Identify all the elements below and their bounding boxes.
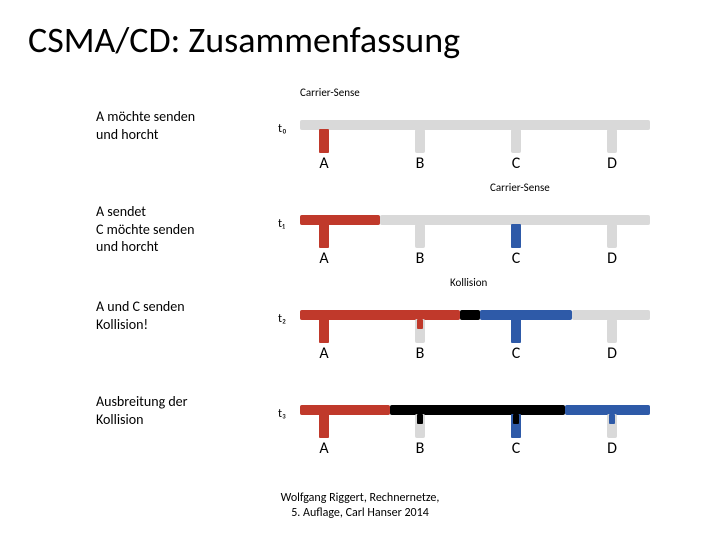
annotation-label: Carrier-Sense: [300, 86, 360, 99]
bus-segment: [480, 310, 572, 320]
time-label: t₁: [278, 217, 285, 231]
row-description: A und C senden Kollision!: [96, 298, 185, 333]
station-label: B: [410, 439, 430, 458]
station-label: B: [410, 344, 430, 363]
station-stub-signal: [609, 414, 615, 424]
bus-segment: [300, 215, 380, 225]
station-stub-signal: [319, 414, 329, 438]
station-label: D: [602, 439, 622, 458]
station-stub-signal: [319, 129, 329, 153]
time-label: t₃: [278, 407, 286, 421]
station-label: D: [602, 154, 622, 173]
station-stub: [511, 129, 521, 153]
page-title: CSMA/CD: Zusammenfassung: [0, 0, 720, 62]
diagram-row: A sendet C möchte senden und horcht t₁ Car…: [0, 175, 720, 270]
station-label: B: [410, 154, 430, 173]
footer-line-1: Wolfgang Riggert, Rechnernetze,: [0, 491, 720, 507]
annotation-label: Kollision: [450, 276, 487, 289]
station-stub: [607, 129, 617, 153]
diagram-row: A möchte senden und horcht t₀ Carrier-Sens…: [0, 80, 720, 175]
station-label: A: [314, 154, 334, 173]
station-stub: [415, 224, 425, 248]
station-label: D: [602, 249, 622, 268]
bus-segment: [300, 405, 390, 415]
time-label: t₀: [278, 122, 287, 136]
row-description: A sendet C möchte senden und horcht: [96, 203, 195, 256]
station-label: C: [506, 249, 526, 268]
station-stub: [607, 319, 617, 343]
station-label: C: [506, 344, 526, 363]
station-stub-signal: [417, 319, 423, 329]
bus-segment: [300, 120, 650, 130]
diagram-row: A und C senden Kollision! t₂ Kollision A B C D: [0, 270, 720, 365]
station-stub-signal: [417, 414, 423, 424]
station-stub-signal: [511, 224, 521, 248]
station-stub: [415, 129, 425, 153]
station-stub-signal: [319, 319, 329, 343]
annotation-label: Carrier-Sense: [490, 181, 550, 194]
station-stub-overlay: [513, 414, 519, 424]
station-label: C: [506, 439, 526, 458]
station-stub: [607, 224, 617, 248]
station-label: B: [410, 249, 430, 268]
footer-line-2: 5. Auflage, Carl Hanser 2014: [0, 506, 720, 522]
station-label: A: [314, 344, 334, 363]
footer-citation: Wolfgang Riggert, Rechnernetze, 5. Aufla…: [0, 491, 720, 522]
row-description: Ausbreitung der Kollision: [96, 393, 188, 428]
station-stub-signal: [319, 224, 329, 248]
station-stub-signal: [511, 319, 521, 343]
station-label: D: [602, 344, 622, 363]
station-label: A: [314, 249, 334, 268]
station-label: A: [314, 439, 334, 458]
row-description: A möchte senden und horcht: [96, 108, 195, 143]
time-label: t₂: [278, 312, 286, 326]
diagram-row: Ausbreitung der Kollision t₃ A B C D: [0, 365, 720, 460]
station-label: C: [506, 154, 526, 173]
bus-segment: [460, 310, 480, 320]
diagram-rows: A möchte senden und horcht t₀ Carrier-Sens…: [0, 80, 720, 460]
